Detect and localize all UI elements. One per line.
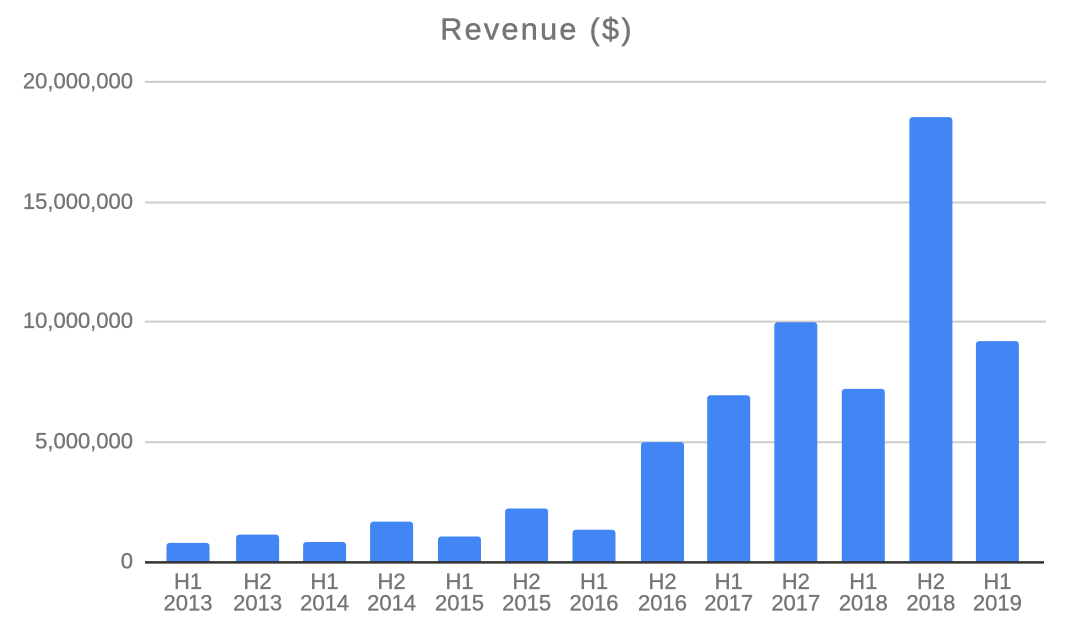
- svg-text:2013: 2013: [233, 591, 282, 616]
- svg-text:2015: 2015: [502, 591, 551, 616]
- svg-text:2016: 2016: [570, 591, 619, 616]
- svg-text:0: 0: [121, 548, 133, 573]
- svg-text:H2: H2: [648, 569, 676, 594]
- svg-text:5,000,000: 5,000,000: [35, 429, 133, 454]
- svg-text:H1: H1: [580, 569, 608, 594]
- svg-text:2018: 2018: [906, 591, 955, 616]
- svg-text:2015: 2015: [435, 591, 484, 616]
- svg-text:20,000,000: 20,000,000: [23, 68, 133, 93]
- svg-text:2014: 2014: [300, 591, 349, 616]
- svg-text:H2: H2: [782, 569, 810, 594]
- svg-text:15,000,000: 15,000,000: [23, 189, 133, 214]
- svg-text:H2: H2: [917, 569, 945, 594]
- svg-text:2014: 2014: [367, 591, 416, 616]
- svg-text:Revenue ($): Revenue ($): [440, 13, 634, 47]
- svg-text:2016: 2016: [638, 591, 687, 616]
- svg-text:H1: H1: [174, 569, 202, 594]
- svg-text:H2: H2: [244, 569, 272, 594]
- svg-text:H2: H2: [378, 569, 406, 594]
- svg-text:2019: 2019: [973, 591, 1022, 616]
- svg-text:2017: 2017: [771, 591, 820, 616]
- svg-text:10,000,000: 10,000,000: [23, 308, 133, 333]
- svg-text:H1: H1: [311, 569, 339, 594]
- svg-text:H1: H1: [983, 569, 1011, 594]
- svg-text:H2: H2: [513, 569, 541, 594]
- svg-text:H1: H1: [445, 569, 473, 594]
- svg-text:2013: 2013: [164, 591, 213, 616]
- svg-text:H1: H1: [849, 569, 877, 594]
- svg-text:2018: 2018: [839, 591, 888, 616]
- svg-text:H1: H1: [715, 569, 743, 594]
- svg-text:2017: 2017: [704, 591, 753, 616]
